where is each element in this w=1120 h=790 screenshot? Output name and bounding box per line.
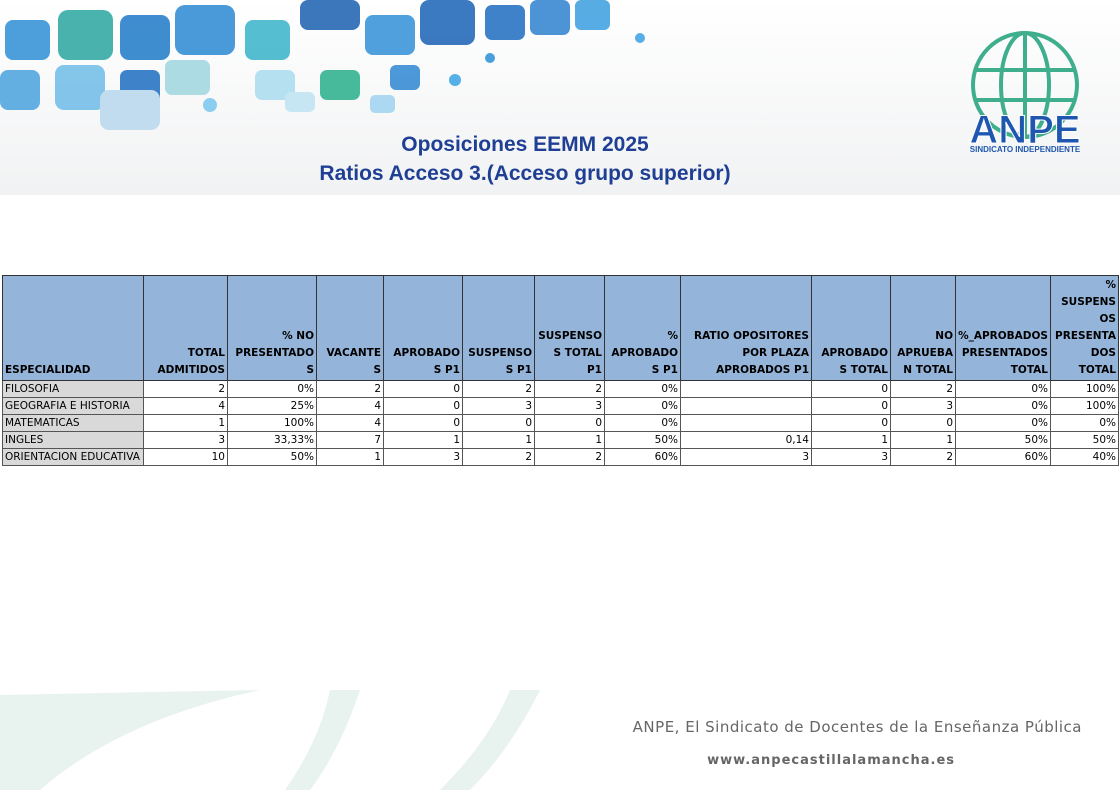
decoration xyxy=(0,0,645,130)
column-header: VACANTES xyxy=(316,275,384,381)
table-cell: 1 xyxy=(534,431,605,449)
table-cell: 2 xyxy=(534,380,605,398)
table-cell: 3 xyxy=(680,448,812,466)
table-cell: 100% xyxy=(1050,397,1119,415)
table-cell: 1 xyxy=(462,431,535,449)
table-cell: 0,14 xyxy=(680,431,812,449)
table-cell xyxy=(680,414,812,432)
table-row: MATEMATICAS 1 100% 4 0 0 0 0% 0 0 0% 0% xyxy=(2,414,1119,432)
logo-subtext: SINDICATO INDEPENDIENTE xyxy=(970,145,1081,154)
logo: ANPE SINDICATO INDEPENDIENTE xyxy=(969,31,1081,154)
table-row: ORIENTACION EDUCATIVA 10 50% 1 3 2 2 60% 3 3 2 60% 4… xyxy=(2,448,1119,466)
table-cell: 1 xyxy=(143,414,228,432)
footer-url: www.anpecastillalamancha.es xyxy=(707,753,955,768)
table-cell: 60% xyxy=(955,448,1051,466)
column-header: ESPECIALIDAD xyxy=(2,275,144,381)
table-cell: 100% xyxy=(1050,380,1119,398)
table-cell: 0% xyxy=(227,380,317,398)
table-row: FILOSOFIA 2 0% 2 0 2 2 0% 0 2 0% 100% xyxy=(2,380,1119,398)
table-cell: 0% xyxy=(604,414,681,432)
column-header: % APROBADOS P1 xyxy=(604,275,681,381)
table-cell: 50% xyxy=(955,431,1051,449)
table-cell: 0 xyxy=(534,414,605,432)
column-header: % NO PRESENTADOS xyxy=(227,275,317,381)
table-cell: FILOSOFIA xyxy=(2,380,144,398)
table-row: INGLES 3 33,33% 7 1 1 1 50% 0,14 1 1 50% 50% xyxy=(2,431,1119,449)
table-cell: 3 xyxy=(534,397,605,415)
table-cell: 0% xyxy=(955,380,1051,398)
column-header: TOTAL ADMITIDOS xyxy=(143,275,228,381)
table-cell: 4 xyxy=(316,397,384,415)
logo-text: ANPE xyxy=(969,108,1080,152)
column-header: SUSPENSOS TOTAL P1 xyxy=(534,275,605,381)
table-cell: 3 xyxy=(143,431,228,449)
table-cell: MATEMATICAS xyxy=(2,414,144,432)
table-cell: 4 xyxy=(316,414,384,432)
table-cell: 2 xyxy=(316,380,384,398)
table-cell xyxy=(680,380,812,398)
table-cell: 3 xyxy=(462,397,535,415)
table-cell: 2 xyxy=(462,380,535,398)
column-header: RATIO OPOSITORES POR PLAZA APROBADOS P1 xyxy=(680,275,812,381)
table-cell: 0 xyxy=(383,397,463,415)
footer-decoration xyxy=(0,690,540,790)
subtitle: Ratios Acceso 3.(Acceso grupo superior) xyxy=(319,162,731,185)
column-header: APROBADOS P1 xyxy=(383,275,463,381)
table-cell: 40% xyxy=(1050,448,1119,466)
table-cell: 50% xyxy=(1050,431,1119,449)
table-cell: 4 xyxy=(143,397,228,415)
table-cell xyxy=(680,397,812,415)
table-cell: 2 xyxy=(462,448,535,466)
table-cell: 0% xyxy=(955,414,1051,432)
table-cell: 0 xyxy=(811,414,891,432)
table-cell: 1 xyxy=(811,431,891,449)
column-header: % SUSPENSOS PRESENTADOS TOTAL xyxy=(1050,275,1119,381)
table: ESPECIALIDAD TOTAL ADMITIDOS% NO PRESENTA… xyxy=(2,275,1119,466)
table-cell: ORIENTACION EDUCATIVA xyxy=(2,448,144,466)
table-cell: 2 xyxy=(890,448,956,466)
table-cell: 7 xyxy=(316,431,384,449)
table-cell: 100% xyxy=(227,414,317,432)
table-cell: INGLES xyxy=(2,431,144,449)
table-cell: 0% xyxy=(955,397,1051,415)
table-cell: 33,33% xyxy=(227,431,317,449)
table-cell: 0 xyxy=(811,397,891,415)
table-row: GEOGRAFIA E HISTORIA 4 25% 4 0 3 3 0% 0 3 0% 100% xyxy=(2,397,1119,415)
table-cell: 0 xyxy=(383,414,463,432)
table-cell: 0% xyxy=(604,397,681,415)
table-cell: 10 xyxy=(143,448,228,466)
table-cell: 0% xyxy=(604,380,681,398)
table-cell: 60% xyxy=(604,448,681,466)
table-cell: 3 xyxy=(890,397,956,415)
table-cell: 2 xyxy=(890,380,956,398)
footer-text: ANPE, El Sindicato de Docentes de la Ens… xyxy=(632,718,1082,736)
table-cell: 0 xyxy=(462,414,535,432)
table-cell: 3 xyxy=(383,448,463,466)
column-header: APROBADOS TOTAL xyxy=(811,275,891,381)
column-header: %_APROBADOS PRESENTADOS TOTAL xyxy=(955,275,1051,381)
table-cell: 2 xyxy=(534,448,605,466)
table-cell: 1 xyxy=(383,431,463,449)
column-header: SUSPENSOS P1 xyxy=(462,275,535,381)
table-cell: 0 xyxy=(890,414,956,432)
table-cell: 50% xyxy=(604,431,681,449)
table-cell: 3 xyxy=(811,448,891,466)
header: Oposiciones EEMM 2025 Ratios Acceso 3.(A… xyxy=(0,0,1120,195)
table-cell: 1 xyxy=(890,431,956,449)
table-cell: 1 xyxy=(316,448,384,466)
table-cell: 50% xyxy=(227,448,317,466)
table-cell: 2 xyxy=(143,380,228,398)
table-cell: 0% xyxy=(1050,414,1119,432)
table-cell: GEOGRAFIA E HISTORIA xyxy=(2,397,144,415)
table-cell: 0 xyxy=(383,380,463,398)
title: Oposiciones EEMM 2025 xyxy=(401,133,649,156)
table-cell: 25% xyxy=(227,397,317,415)
column-header: NO APRUEBAN TOTAL xyxy=(890,275,956,381)
table-cell: 0 xyxy=(811,380,891,398)
